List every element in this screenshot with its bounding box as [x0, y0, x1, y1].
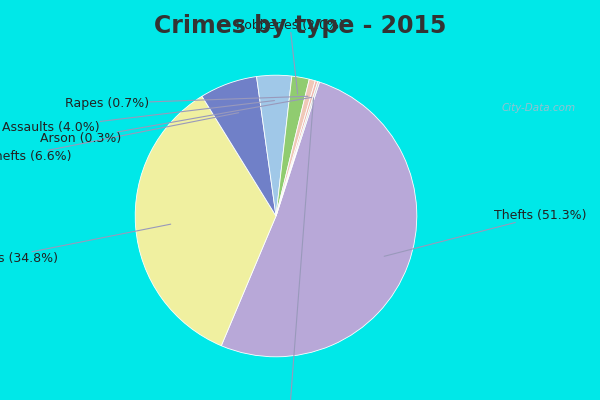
Wedge shape — [202, 76, 276, 216]
Wedge shape — [276, 81, 318, 216]
Text: Robberies (2.0%): Robberies (2.0%) — [236, 20, 344, 94]
Wedge shape — [276, 79, 315, 216]
Text: Burglaries (34.8%): Burglaries (34.8%) — [0, 224, 171, 265]
Text: Murders (0.2%): Murders (0.2%) — [242, 98, 338, 400]
Wedge shape — [135, 96, 276, 346]
Text: City-Data.com: City-Data.com — [501, 103, 575, 113]
Wedge shape — [276, 76, 309, 216]
Wedge shape — [221, 82, 417, 357]
Wedge shape — [257, 75, 292, 216]
Text: Arson (0.3%): Arson (0.3%) — [40, 97, 311, 145]
Text: Assaults (4.0%): Assaults (4.0%) — [2, 100, 275, 134]
Text: Auto thefts (6.6%): Auto thefts (6.6%) — [0, 113, 239, 163]
Text: Crimes by type - 2015: Crimes by type - 2015 — [154, 14, 446, 38]
Text: Thefts (51.3%): Thefts (51.3%) — [384, 210, 587, 256]
Wedge shape — [276, 82, 320, 216]
Text: Rapes (0.7%): Rapes (0.7%) — [65, 96, 308, 110]
